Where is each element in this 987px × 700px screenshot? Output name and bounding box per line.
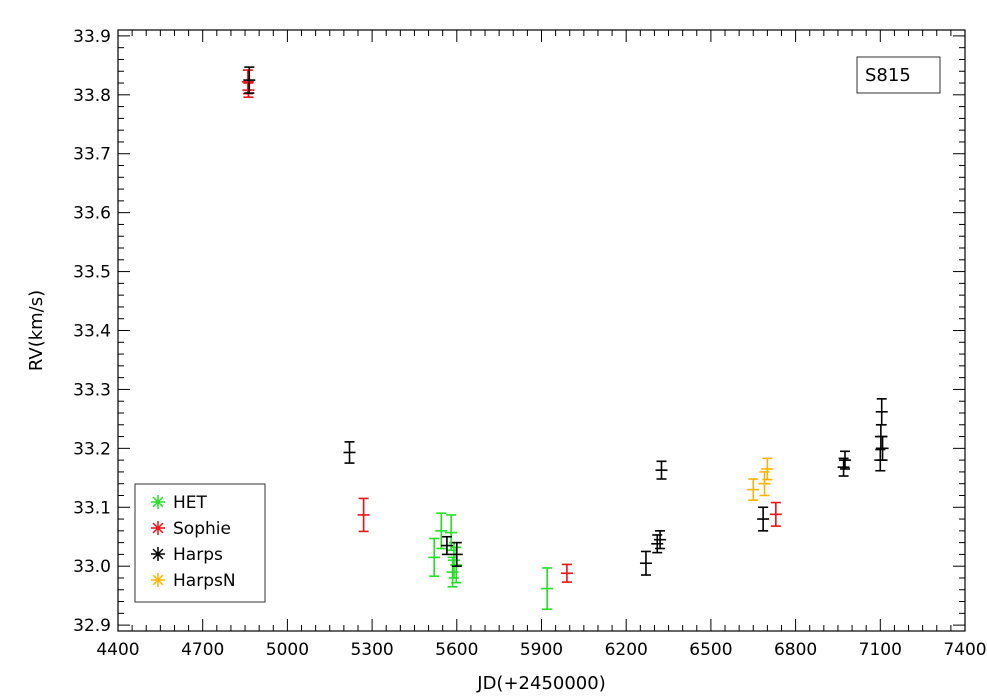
- data-point-harps: [243, 66, 256, 94]
- legend-label: HET: [173, 493, 208, 513]
- ticks-layer: 4400 4700 5000 5300 5600 5900 6200 6500 6800 7100…: [73, 27, 986, 660]
- legend-label: HarpsN: [173, 571, 236, 591]
- data-point-harps: [651, 534, 664, 554]
- x-tick-label: 7400: [943, 640, 986, 660]
- annotation-frame: [856, 56, 941, 94]
- data-point-het: [541, 567, 554, 610]
- data-point-harps: [440, 535, 453, 556]
- legend-star-icon: [151, 547, 165, 561]
- annotation-label: S815: [865, 65, 911, 86]
- series-het: [428, 512, 554, 610]
- x-tick-label: 7100: [859, 640, 902, 660]
- data-point-harps: [639, 550, 652, 576]
- data-point-sophie: [560, 563, 573, 583]
- data-point-het: [428, 537, 441, 578]
- data-point-harps: [655, 460, 668, 480]
- x-tick-label: 6800: [774, 640, 817, 660]
- y-tick-label: 33.7: [73, 145, 111, 165]
- legend-label: Sophie: [173, 519, 231, 539]
- y-tick-label: 32.9: [73, 616, 111, 636]
- x-tick-label: 5900: [520, 640, 563, 660]
- data-point-harps: [757, 506, 770, 532]
- legend-item-harpsn: HarpsN: [151, 571, 236, 591]
- data-point-het: [435, 512, 448, 550]
- y-tick-label: 33.8: [73, 86, 111, 106]
- data-point-sophie: [357, 497, 370, 533]
- y-tick-label: 33.6: [73, 204, 111, 224]
- legend-item-harps: Harps: [151, 545, 223, 565]
- data-point-harps: [875, 398, 888, 426]
- data-point-harpsn: [747, 478, 760, 501]
- data-point-sophie: [769, 501, 782, 527]
- y-axis-label: RV(km/s): [26, 290, 47, 371]
- data-point-harps: [839, 450, 852, 470]
- legend-items: HET Sophie Harps HarpsN: [151, 493, 236, 591]
- data-point-harps: [654, 530, 667, 550]
- y-tick-label: 33.1: [73, 498, 111, 518]
- data-point-harps: [343, 441, 356, 464]
- data-marks: [241, 66, 889, 610]
- x-tick-label: 6500: [689, 640, 732, 660]
- series-harpsn: [747, 457, 774, 501]
- legend: HET Sophie Harps HarpsN: [134, 483, 266, 603]
- x-tick-label: 5600: [435, 640, 478, 660]
- legend-item-het: HET: [151, 493, 208, 513]
- data-point-harpsn: [761, 457, 774, 481]
- x-tick-label: 4400: [96, 640, 139, 660]
- annotation-box: S815: [856, 56, 941, 94]
- data-point-harps: [837, 457, 850, 477]
- data-point-harpsn: [758, 471, 771, 497]
- legend-star-icon: [151, 495, 165, 509]
- series-sophie: [241, 69, 782, 583]
- y-tick-label: 33.4: [73, 322, 111, 342]
- x-tick-label: 4700: [181, 640, 224, 660]
- series-harps: [243, 66, 889, 576]
- x-axis-label: JD(+2450000): [476, 673, 605, 694]
- legend-label: Harps: [173, 545, 223, 565]
- legend-star-icon: [151, 573, 165, 587]
- legend-item-sophie: Sophie: [151, 519, 231, 539]
- data-point-harps: [876, 435, 889, 461]
- y-tick-label: 33.2: [73, 439, 111, 459]
- x-tick-label: 5300: [350, 640, 393, 660]
- y-tick-label: 33.9: [73, 27, 111, 47]
- data-point-harps: [450, 541, 463, 567]
- y-tick-label: 33.5: [73, 263, 111, 283]
- legend-star-icon: [151, 521, 165, 535]
- data-point-sophie: [242, 82, 255, 98]
- x-tick-label: 6200: [605, 640, 648, 660]
- y-tick-label: 33.0: [73, 557, 111, 577]
- y-tick-label: 33.3: [73, 380, 111, 400]
- x-tick-label: 5000: [266, 640, 309, 660]
